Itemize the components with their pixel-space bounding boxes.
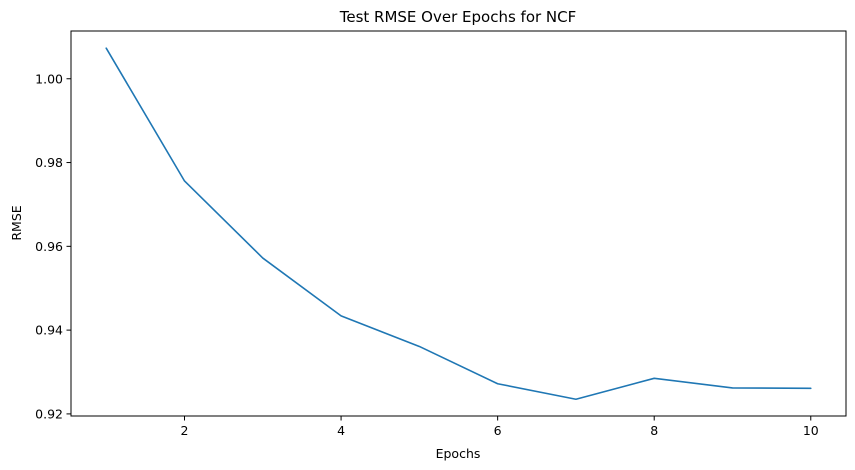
y-axis-ticks: 0.92 0.94 0.96 0.98 1.00 (35, 71, 71, 421)
y-tick-label: 0.92 (35, 406, 63, 421)
y-tick-label: 0.94 (35, 323, 63, 338)
plot-area: 2 4 6 8 10 0.92 0.94 0.96 0.98 1.00 (35, 30, 847, 438)
y-tick-label: 0.98 (35, 155, 63, 170)
x-tick-label: 10 (803, 423, 819, 438)
plot-frame (70, 30, 847, 417)
y-tick-label: 1.00 (35, 71, 63, 86)
x-tick-label: 2 (181, 423, 189, 438)
x-tick-label: 4 (337, 423, 345, 438)
x-axis-label: Epochs (436, 446, 481, 461)
chart-title: Test RMSE Over Epochs for NCF (339, 8, 577, 26)
x-axis-ticks: 2 4 6 8 10 (181, 416, 819, 438)
rmse-series-line (105, 47, 812, 401)
y-axis-label: RMSE (9, 205, 24, 240)
x-tick-label: 8 (650, 423, 658, 438)
x-tick-label: 6 (494, 423, 502, 438)
y-tick-label: 0.96 (35, 239, 63, 254)
series-layer (105, 47, 812, 401)
